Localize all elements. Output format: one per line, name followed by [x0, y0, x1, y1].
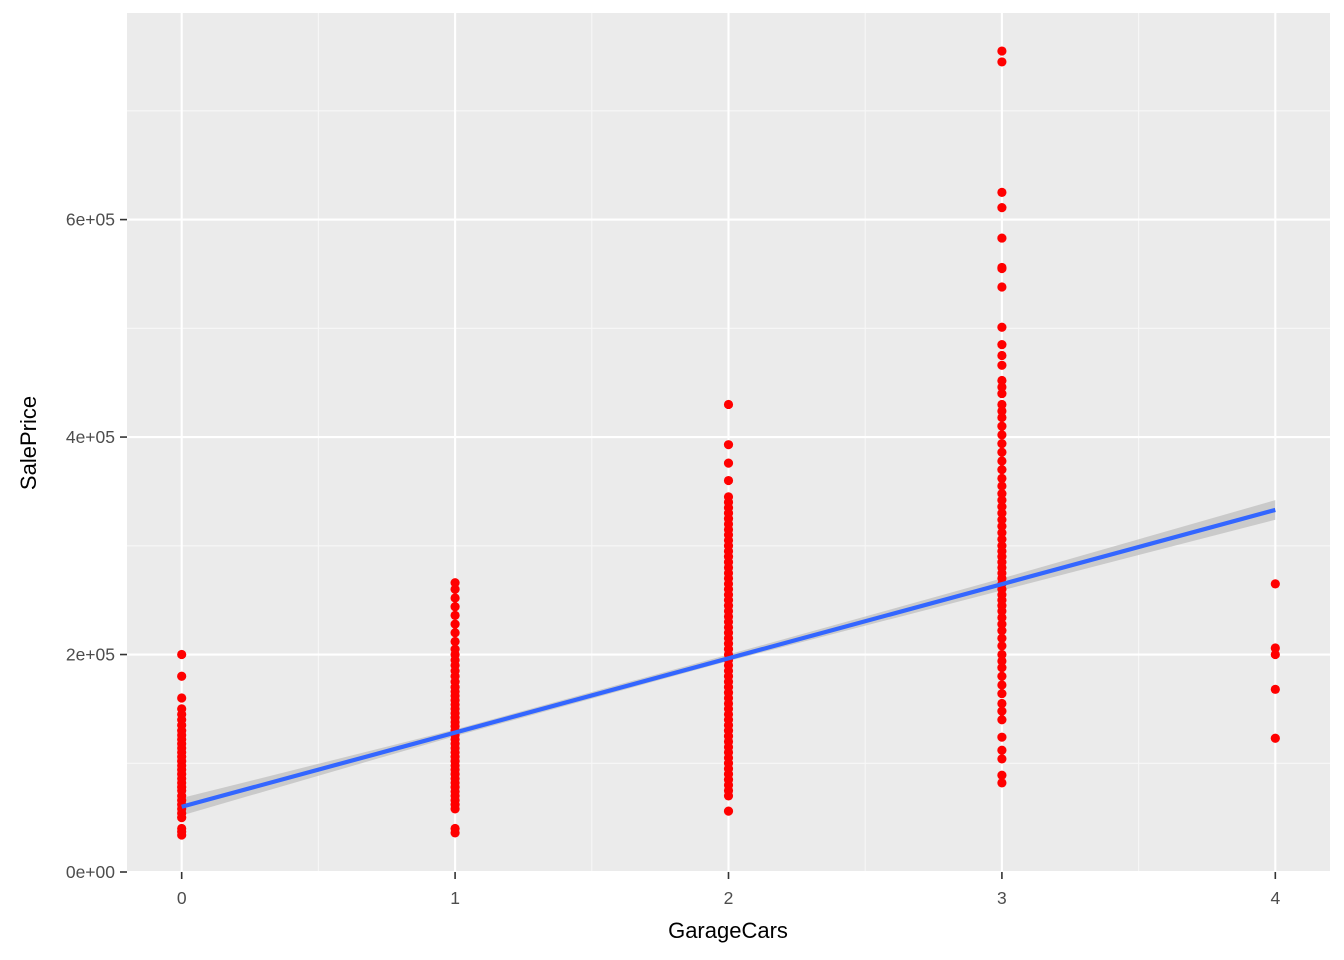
data-point — [177, 671, 187, 681]
y-tick-label: 0e+00 — [66, 862, 115, 882]
x-tick-label: 0 — [177, 888, 187, 908]
data-point — [997, 633, 1007, 643]
data-point — [997, 340, 1007, 350]
regression-line — [181, 507, 1276, 809]
data-point — [997, 421, 1007, 431]
data-point — [997, 662, 1007, 673]
data-point — [997, 233, 1007, 243]
data-point — [997, 641, 1007, 651]
y-axis: 0e+00 2e+05 4e+05 6e+05 — [66, 210, 127, 882]
data-point — [997, 619, 1007, 629]
data-point — [997, 282, 1007, 292]
data-point — [997, 495, 1007, 505]
data-point — [997, 715, 1007, 725]
data-point — [997, 263, 1007, 274]
data-point — [997, 57, 1007, 67]
data-point — [997, 375, 1007, 386]
data-point — [997, 778, 1007, 788]
data-point — [723, 458, 734, 468]
data-point — [450, 804, 460, 814]
data-point — [997, 732, 1007, 742]
data-point — [997, 534, 1007, 544]
data-point — [997, 754, 1007, 764]
y-tick-label: 6e+05 — [66, 210, 115, 230]
data-point — [997, 508, 1007, 518]
data-point — [997, 203, 1007, 213]
data-point — [997, 382, 1007, 392]
data-point — [997, 515, 1007, 525]
data-point — [997, 46, 1007, 56]
data-point — [997, 626, 1007, 636]
data-points-layer — [177, 46, 1280, 840]
data-point — [177, 693, 187, 703]
data-point — [997, 745, 1007, 755]
data-point — [450, 628, 460, 638]
y-tick-label: 4e+05 — [66, 427, 115, 447]
data-point — [997, 412, 1007, 423]
data-point — [450, 593, 460, 603]
data-point — [1270, 733, 1280, 743]
data-point — [450, 636, 460, 647]
data-point — [997, 430, 1007, 440]
y-tick-label: 2e+05 — [66, 645, 115, 665]
data-point — [997, 481, 1007, 491]
data-point — [177, 649, 187, 660]
data-point — [997, 612, 1007, 623]
data-point — [450, 584, 460, 594]
data-point — [177, 830, 187, 840]
data-point — [997, 656, 1007, 666]
data-point — [997, 360, 1007, 370]
data-point — [997, 465, 1007, 475]
data-point — [997, 438, 1007, 449]
data-point — [997, 706, 1007, 716]
data-point — [450, 619, 460, 629]
data-point — [1270, 684, 1280, 694]
data-point — [450, 578, 460, 588]
data-point — [997, 606, 1007, 616]
y-axis-title: SalePrice — [16, 396, 41, 490]
data-point — [997, 770, 1007, 780]
data-point — [450, 602, 460, 612]
data-point — [723, 440, 734, 450]
data-point — [723, 399, 734, 410]
fit-line-layer — [181, 507, 1276, 809]
data-point — [997, 456, 1007, 466]
data-point — [1270, 643, 1280, 653]
data-point — [997, 399, 1007, 410]
x-axis: 0 1 2 3 4 — [177, 872, 1280, 908]
x-tick-label: 3 — [997, 888, 1007, 908]
data-point — [997, 350, 1007, 361]
data-point — [997, 671, 1007, 681]
data-point — [997, 689, 1007, 699]
data-point — [997, 388, 1007, 399]
data-point — [177, 813, 187, 823]
data-point — [997, 473, 1007, 483]
data-point — [997, 502, 1007, 512]
data-point — [997, 447, 1007, 457]
data-point — [1270, 579, 1280, 589]
x-tick-label: 2 — [724, 888, 734, 908]
data-point — [723, 475, 734, 486]
data-point — [997, 322, 1007, 332]
data-point — [450, 828, 460, 838]
data-point — [997, 406, 1007, 416]
data-point — [997, 489, 1007, 499]
data-point — [997, 528, 1007, 538]
data-point — [997, 649, 1007, 660]
data-point — [723, 806, 734, 816]
data-point — [997, 680, 1007, 690]
x-tick-label: 4 — [1270, 888, 1280, 908]
data-point — [723, 791, 734, 801]
x-tick-label: 1 — [450, 888, 460, 908]
data-point — [997, 187, 1007, 198]
data-point — [450, 610, 460, 620]
data-point — [1270, 649, 1280, 660]
data-point — [997, 698, 1007, 709]
data-point — [997, 521, 1007, 531]
x-axis-title: GarageCars — [668, 918, 788, 943]
